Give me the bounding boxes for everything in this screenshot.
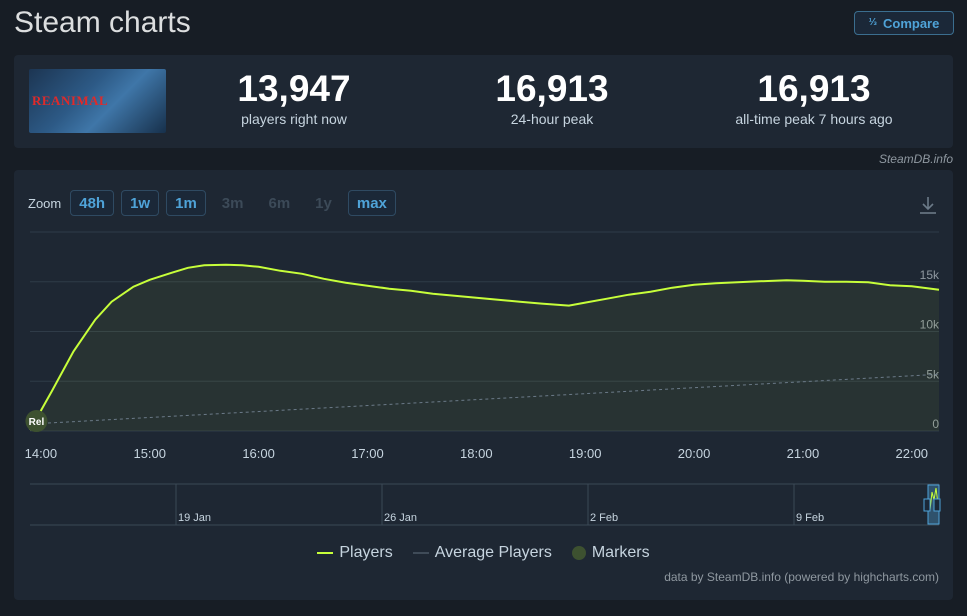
download-icon [920, 197, 936, 214]
zoom-max-button[interactable]: max [347, 190, 396, 216]
navigator-label: 19 Jan [178, 512, 211, 524]
stats-panel: REANIMAL 13,947 players right now 16,913… [14, 55, 953, 148]
x-tick-label: 18:00 [460, 446, 493, 461]
player-chart: 0 5k 10k 15k 14:00 15:00 16:00 17:00 18:00 19:00 2… [25, 231, 941, 526]
compare-button[interactable]: ⅓ Compare [854, 11, 954, 35]
zoom-1w-button[interactable]: 1w [121, 190, 160, 216]
x-tick-label: 16:00 [242, 446, 275, 461]
release-marker [25, 410, 48, 433]
chart-panel: 0 5k 10k 15k 14:00 15:00 16:00 17:00 18:00 19:00 2… [14, 170, 953, 600]
legend-swatch-players [317, 552, 334, 554]
game-thumbnail-logo: REANIMAL [32, 93, 109, 108]
legend-swatch-markers [571, 546, 586, 560]
stat-label: players right now [241, 111, 347, 127]
x-tick-label: 19:00 [569, 446, 602, 461]
marker-label: Rel [29, 417, 45, 428]
y-tick-label: 15k [920, 268, 940, 282]
legend-item-average[interactable]: Average Players [412, 544, 552, 562]
x-tick-label: 20:00 [678, 446, 711, 461]
compare-label: Compare [882, 15, 940, 31]
average-players-line [29, 373, 940, 425]
stat-all-time-peak: 16,913 all-time peak 7 hours ago [704, 68, 924, 128]
zoom-1y-button: 1y [315, 194, 332, 212]
navigator-label: 9 Feb [796, 512, 824, 524]
zoom-3m-button: 3m [221, 194, 244, 212]
zoom-bar: Zoom 48h 1w 1m 3m 6m 1y max [28, 190, 396, 216]
stat-label: all-time peak 7 hours ago [735, 111, 893, 127]
y-tick-label: 0 [932, 417, 939, 431]
chart-legend: Players Average Players Markers [14, 544, 953, 562]
players-area [30, 264, 939, 431]
zoom-6m-button: 6m [268, 194, 291, 212]
compare-icon: ⅓ [868, 17, 877, 28]
x-tick-label: 14:00 [25, 446, 58, 461]
navigator-label: 2 Feb [590, 512, 618, 524]
source-note[interactable]: SteamDB.info [878, 152, 953, 166]
navigator-label: 26 Jan [384, 512, 417, 524]
download-button[interactable] [917, 194, 939, 216]
x-tick-label: 17:00 [351, 446, 384, 461]
navigator-handle-left [923, 498, 931, 512]
x-tick-label: 22:00 [896, 446, 929, 461]
stat-24h-peak: 16,913 24-hour peak [462, 68, 642, 128]
stat-value: 16,913 [495, 68, 609, 109]
game-thumbnail[interactable]: REANIMAL [29, 69, 166, 133]
legend-label: Average Players [434, 544, 552, 561]
legend-item-players[interactable]: Players [317, 544, 393, 562]
zoom-1m-button[interactable]: 1m [166, 190, 206, 216]
legend-label: Players [339, 544, 393, 561]
stat-current-players: 13,947 players right now [204, 68, 384, 128]
y-tick-label: 5k [926, 367, 940, 381]
x-tick-label: 15:00 [133, 446, 166, 461]
y-tick-label: 10k [920, 318, 940, 332]
players-line [29, 263, 940, 431]
x-tick-label: 21:00 [787, 446, 820, 461]
legend-label: Markers [591, 544, 650, 561]
navigator-handle-right [933, 498, 941, 512]
chart-credit[interactable]: data by SteamDB.info (powered by highcha… [664, 570, 939, 584]
stat-value: 16,913 [757, 68, 871, 109]
legend-swatch-average [412, 552, 429, 554]
legend-item-markers[interactable]: Markers [571, 544, 650, 562]
page-title: Steam charts [14, 6, 191, 39]
stat-value: 13,947 [237, 68, 351, 109]
zoom-label: Zoom [28, 195, 62, 211]
zoom-48h-button[interactable]: 48h [70, 190, 115, 216]
stat-label: 24-hour peak [510, 111, 594, 127]
